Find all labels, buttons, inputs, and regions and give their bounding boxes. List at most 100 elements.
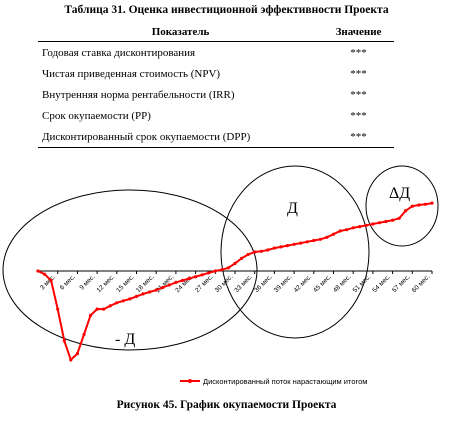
data-point	[95, 307, 99, 311]
annotation-minus-d: - Д	[115, 331, 135, 348]
x-tick-label: 12 мес.	[96, 273, 117, 294]
data-point	[49, 278, 53, 283]
data-point	[115, 301, 119, 305]
x-tick-label: 60 мес.	[411, 273, 432, 294]
data-point	[305, 240, 309, 244]
data-point	[371, 222, 375, 226]
data-point	[279, 245, 283, 249]
x-tick-label: 45 мес.	[312, 273, 333, 294]
table-row: Дисконтированный срок окупаемости (DPP) …	[38, 126, 394, 148]
row-value: ***	[350, 109, 367, 122]
data-point	[36, 269, 40, 273]
data-point	[240, 256, 244, 260]
data-point	[207, 271, 211, 275]
x-tick-label: 42 мес.	[293, 273, 314, 294]
data-point	[220, 268, 224, 272]
data-point	[423, 202, 427, 206]
x-tick-label: 48 мес.	[332, 273, 353, 294]
x-tick-label: 24 мес.	[174, 273, 195, 294]
data-point	[345, 228, 349, 232]
data-point	[128, 297, 132, 301]
data-point	[187, 277, 191, 281]
table-header-row: Показатель Значение	[38, 22, 394, 42]
figure-caption: Рисунок 45. График окупаемости Проекта	[116, 399, 337, 411]
table-row: Годовая ставка дисконтирования ***	[38, 42, 394, 64]
data-point	[404, 209, 408, 213]
data-point	[318, 237, 322, 241]
x-tick-label: 6 мес.	[59, 273, 77, 291]
data-point	[174, 280, 178, 284]
row-value: ***	[350, 67, 367, 80]
data-point	[108, 304, 112, 308]
data-point	[246, 252, 250, 257]
delta-region-ellipse	[365, 165, 439, 247]
data-point	[62, 339, 66, 343]
data-point	[285, 244, 290, 248]
data-point	[259, 249, 263, 253]
data-point	[154, 288, 158, 292]
data-point	[384, 219, 388, 224]
data-point	[161, 285, 165, 290]
x-tick-label: 39 мес.	[273, 273, 294, 294]
data-point	[194, 275, 198, 279]
data-point	[358, 225, 362, 229]
data-point	[292, 242, 296, 246]
data-point	[82, 332, 86, 337]
data-point	[102, 307, 106, 311]
row-label: Чистая приведенная стоимость (NPV)	[42, 67, 221, 80]
data-point	[338, 229, 342, 233]
data-point	[56, 307, 60, 311]
x-tick-label: 33 мес.	[233, 273, 254, 294]
row-label: Внутренняя норма рентабельности (IRR)	[42, 88, 235, 101]
data-point	[43, 272, 47, 276]
data-point	[88, 313, 93, 317]
data-point	[272, 246, 276, 250]
table-title: Таблица 31. Оценка инвестиционной эффект…	[64, 4, 389, 16]
data-point	[410, 204, 414, 208]
x-tick-label: 54 мес.	[371, 273, 392, 294]
data-point	[226, 266, 230, 270]
negative-region-ellipse	[2, 189, 258, 351]
row-label: Срок окупаемости (PP)	[42, 109, 151, 122]
x-tick-label: 9 мес.	[78, 273, 96, 291]
data-point	[233, 261, 237, 265]
data-point	[148, 290, 152, 294]
series-line	[37, 202, 433, 362]
header-indicator: Показатель	[38, 22, 324, 42]
data-point	[253, 250, 257, 254]
annotation-d: Д	[287, 200, 298, 217]
data-point	[325, 235, 329, 239]
data-point	[200, 273, 204, 277]
legend: Дисконтированный поток нарастающим итого…	[180, 377, 367, 386]
data-point	[299, 241, 303, 245]
table-row: Внутренняя норма рентабельности (IRR) **…	[38, 84, 394, 105]
row-label: Годовая ставка дисконтирования	[42, 46, 196, 59]
data-point	[417, 203, 421, 207]
indicators-table: Показатель Значение Годовая ставка диско…	[38, 22, 394, 148]
data-point	[364, 223, 368, 227]
row-value: ***	[323, 126, 394, 148]
data-point	[351, 226, 355, 230]
x-tick-label: 57 мес.	[391, 273, 412, 294]
data-point	[134, 294, 139, 298]
payback-chart: 3 мес. 6 мес. 9 мес. 12 мес. 15 мес. 18 мес. 2…	[2, 165, 439, 386]
table-row: Срок окупаемости (PP) ***	[38, 105, 394, 126]
data-point	[331, 232, 336, 236]
data-point	[430, 201, 434, 205]
row-value: ***	[350, 46, 367, 59]
series-layer	[36, 201, 434, 362]
data-point	[141, 292, 145, 296]
row-value: ***	[350, 88, 367, 101]
data-point	[266, 248, 270, 252]
x-tick-label: 51 мес.	[352, 273, 373, 294]
data-point	[397, 216, 401, 220]
header-value: Значение	[323, 22, 394, 42]
legend-label: Дисконтированный поток нарастающим итого…	[203, 377, 367, 386]
data-point	[180, 278, 185, 283]
data-point	[213, 269, 217, 273]
row-label: Дисконтированный срок окупаемости (DPP)	[38, 126, 324, 148]
x-axis-tick-labels: 3 мес. 6 мес. 9 мес. 12 мес. 15 мес. 18 мес. 2…	[39, 273, 432, 294]
annotation-delta-d: ΔД	[389, 185, 410, 202]
data-point	[69, 358, 73, 362]
data-point	[167, 283, 171, 287]
